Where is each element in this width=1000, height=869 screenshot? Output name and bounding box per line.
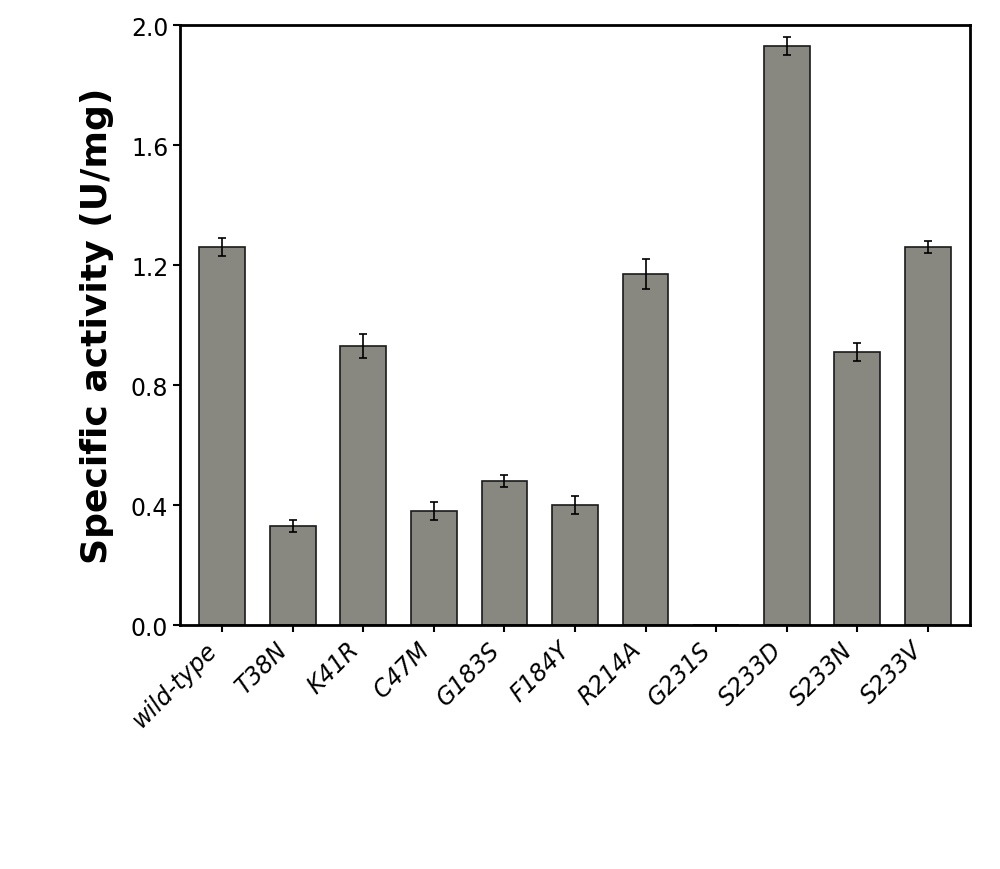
- Y-axis label: Specific activity (U/mg): Specific activity (U/mg): [80, 88, 114, 564]
- Bar: [411, 512, 457, 626]
- Bar: [834, 353, 880, 626]
- Bar: [199, 248, 245, 626]
- Bar: [552, 506, 598, 626]
- Bar: [482, 481, 527, 626]
- Bar: [270, 527, 316, 626]
- Bar: [340, 347, 386, 626]
- Bar: [905, 248, 951, 626]
- Bar: [764, 47, 810, 626]
- Bar: [623, 275, 668, 626]
